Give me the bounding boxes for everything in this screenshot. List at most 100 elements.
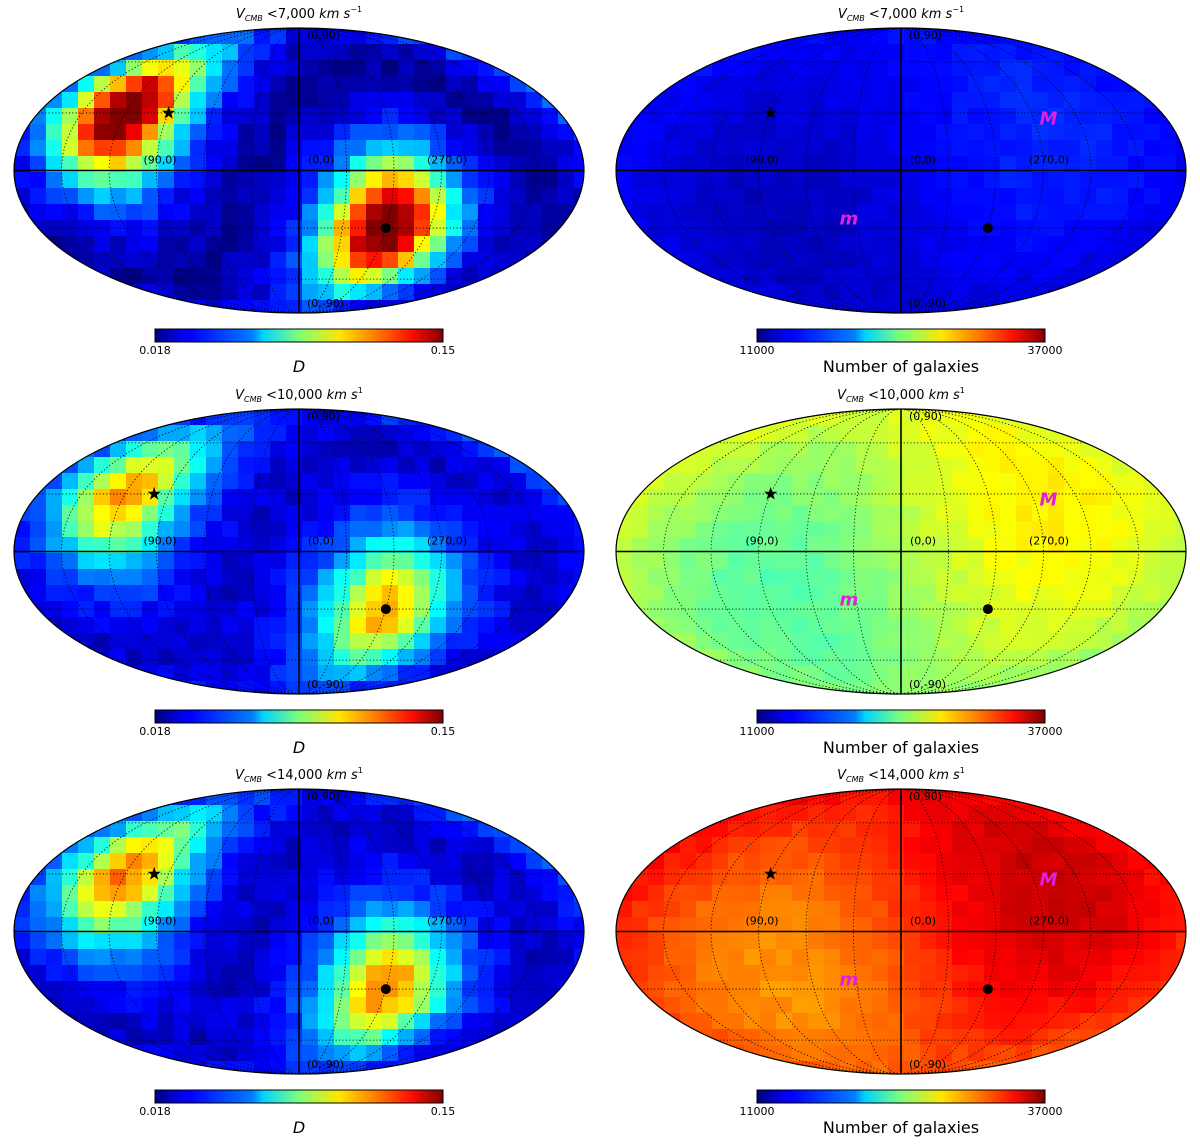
heatmap-cell (936, 489, 953, 506)
heatmap-cell (744, 76, 761, 93)
heatmap-cell (126, 300, 143, 313)
heatmap-cell (270, 92, 287, 109)
heatmap-cell (808, 553, 825, 570)
heatmap-cell (286, 108, 303, 125)
heatmap-cell (30, 76, 47, 93)
heatmap-cell (558, 172, 575, 189)
heatmap-cell (206, 917, 223, 934)
heatmap-cell (712, 901, 729, 918)
heatmap-cell (334, 172, 351, 189)
heatmap-cell (366, 473, 383, 490)
heatmap-cell (558, 981, 575, 998)
heatmap-cell (126, 585, 143, 602)
heatmap-cell (872, 156, 889, 173)
heatmap-cell (478, 204, 495, 221)
heatmap-cell (238, 140, 255, 157)
heatmap-cell (1016, 92, 1033, 109)
heatmap-cell (776, 901, 793, 918)
heatmap-cell (712, 108, 729, 125)
heatmap-cell (1000, 60, 1017, 77)
heatmap-cell (680, 633, 697, 650)
heatmap-cell (366, 188, 383, 205)
heatmap-cell (1080, 537, 1097, 554)
heatmap-cell (526, 965, 543, 982)
heatmap-cell (1048, 92, 1065, 109)
heatmap-cell (446, 853, 463, 870)
heatmap-cell (14, 156, 31, 173)
heatmap-cell (46, 521, 63, 538)
heatmap-cell (888, 441, 905, 458)
heatmap-cell (398, 473, 415, 490)
heatmap-cell (936, 521, 953, 538)
heatmap-cell (904, 521, 921, 538)
heatmap-cell (78, 1061, 95, 1074)
heatmap-cell (558, 917, 575, 934)
grid-label: (0,0) (910, 154, 936, 167)
heatmap-cell (366, 76, 383, 93)
heatmap-cell (78, 649, 95, 666)
heatmap-cell (936, 837, 953, 854)
heatmap-cell (510, 917, 527, 934)
heatmap-cell (1016, 124, 1033, 141)
heatmap-cell (1000, 821, 1017, 838)
heatmap-cell (574, 665, 584, 682)
heatmap-cell (382, 649, 399, 666)
heatmap-cell (94, 853, 111, 870)
heatmap-cell (856, 489, 873, 506)
heatmap-cell (190, 1029, 207, 1046)
heatmap-cell (648, 949, 665, 966)
heatmap-cell (286, 489, 303, 506)
heatmap-cell (382, 1013, 399, 1030)
heatmap-cell (558, 28, 575, 45)
heatmap-cell (1160, 236, 1177, 253)
heatmap-cell (334, 853, 351, 870)
heatmap-cell (664, 885, 681, 902)
heatmap-cell (792, 585, 809, 602)
heatmap-cell (318, 665, 335, 682)
heatmap-cell (1000, 585, 1017, 602)
heatmap-cell (318, 521, 335, 538)
heatmap-cell (856, 156, 873, 173)
heatmap-cell (1144, 28, 1161, 45)
marker-min-label: m (839, 970, 858, 991)
heatmap-cell (110, 236, 127, 253)
star-marker (764, 866, 778, 880)
heatmap-cell (542, 204, 559, 221)
heatmap-cell (920, 853, 937, 870)
heatmap-cell (526, 172, 543, 189)
heatmap-cell (174, 933, 191, 950)
heatmap-cell (526, 681, 543, 694)
heatmap-cell (302, 837, 319, 854)
heatmap-cell (1128, 1061, 1145, 1074)
heatmap-cell (760, 633, 777, 650)
meridian-line (156, 788, 300, 1075)
heatmap-cell (744, 805, 761, 822)
heatmap-cell (1096, 1061, 1113, 1074)
heatmap-cell (1160, 553, 1177, 570)
heatmap-cell (952, 933, 969, 950)
meridian-line (298, 27, 442, 314)
heatmap-cell (856, 521, 873, 538)
heatmap-cell (840, 441, 857, 458)
heatmap-cell (366, 1029, 383, 1046)
heatmap-cell (840, 853, 857, 870)
heatmap-cell (1144, 44, 1161, 61)
heatmap-cell (824, 204, 841, 221)
heatmap-cell (542, 853, 559, 870)
grid-label: (0,0) (910, 915, 936, 928)
meridian-line (900, 408, 949, 695)
heatmap-cell (350, 885, 367, 902)
heatmap-cell (62, 425, 79, 442)
heatmap-cell (616, 869, 633, 886)
heatmap-cell (206, 140, 223, 157)
heatmap-cell (142, 204, 159, 221)
heatmap-cell (222, 885, 239, 902)
heatmap-cell (872, 409, 889, 426)
heatmap-cell (366, 156, 383, 173)
heatmap-cell (430, 1013, 447, 1030)
heatmap-cell (728, 837, 745, 854)
heatmap-cell (366, 949, 383, 966)
heatmap-cell (728, 457, 745, 474)
heatmap-cell (744, 409, 761, 426)
heatmap-cell (190, 204, 207, 221)
